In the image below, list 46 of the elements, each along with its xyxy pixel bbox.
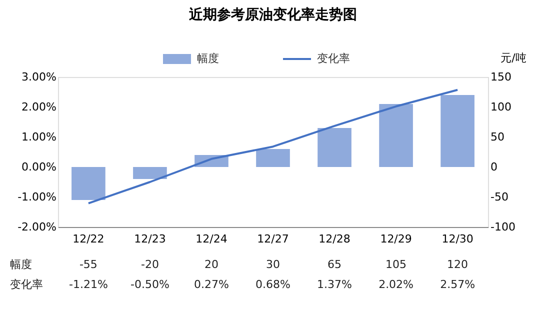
data-label: 1.37% xyxy=(317,278,352,291)
y2-tick-label: 0 xyxy=(490,160,498,174)
data-label: 2.57% xyxy=(440,278,476,291)
text: 变化率 xyxy=(10,278,43,291)
x-tick-label: 12/24 xyxy=(196,232,228,246)
data-label: 120 xyxy=(447,258,468,271)
x-tick-label: 12/28 xyxy=(318,232,350,246)
x-tick-label: 12/30 xyxy=(442,232,474,246)
data-label: 30 xyxy=(266,258,280,271)
data-label: 105 xyxy=(386,258,407,271)
y2-axis-title: 元/吨 xyxy=(500,52,526,64)
data-label: -55 xyxy=(79,258,98,271)
data-label: -1.21% xyxy=(68,278,108,291)
legend-label: 幅度 xyxy=(197,52,219,65)
data-label: 0.68% xyxy=(256,278,290,291)
bar xyxy=(72,167,106,200)
y-tick-label: -1.00% xyxy=(18,190,56,204)
y-tick-label: -2.00% xyxy=(18,220,56,234)
line-series xyxy=(87,88,459,204)
y-tick-label: 2.00% xyxy=(22,100,56,114)
bar xyxy=(379,104,413,167)
bar xyxy=(256,149,290,167)
legend-label: 变化率 xyxy=(317,52,350,65)
y2-tick-label: -50 xyxy=(490,190,508,204)
data-label: -0.50% xyxy=(130,278,170,291)
chart-title: 近期参考原油变化率走势图 xyxy=(188,6,357,23)
y-tick-label: 0.00% xyxy=(22,160,56,174)
text: 幅度 xyxy=(10,258,32,271)
y-tick-label: 3.00% xyxy=(22,70,56,84)
data-label: 2.02% xyxy=(378,278,414,291)
x-tick-label: 12/22 xyxy=(72,232,104,246)
data-label: 65 xyxy=(328,258,342,271)
data-label: -20 xyxy=(140,258,159,271)
bar xyxy=(440,95,474,167)
y2-tick-label: 50 xyxy=(490,130,504,144)
data-label: 0.27% xyxy=(194,278,229,291)
y2-tick-label: 150 xyxy=(490,70,512,84)
x-tick-label: 12/23 xyxy=(134,232,166,246)
bar xyxy=(133,167,167,179)
x-tick-label: 12/27 xyxy=(257,232,289,246)
data-label: 20 xyxy=(204,258,218,271)
x-tick-label: 12/29 xyxy=(380,232,412,246)
y-tick-label: 1.00% xyxy=(22,130,56,144)
y2-tick-label: 100 xyxy=(490,100,512,114)
bar xyxy=(318,128,352,167)
y2-tick-label: -100 xyxy=(490,220,516,234)
